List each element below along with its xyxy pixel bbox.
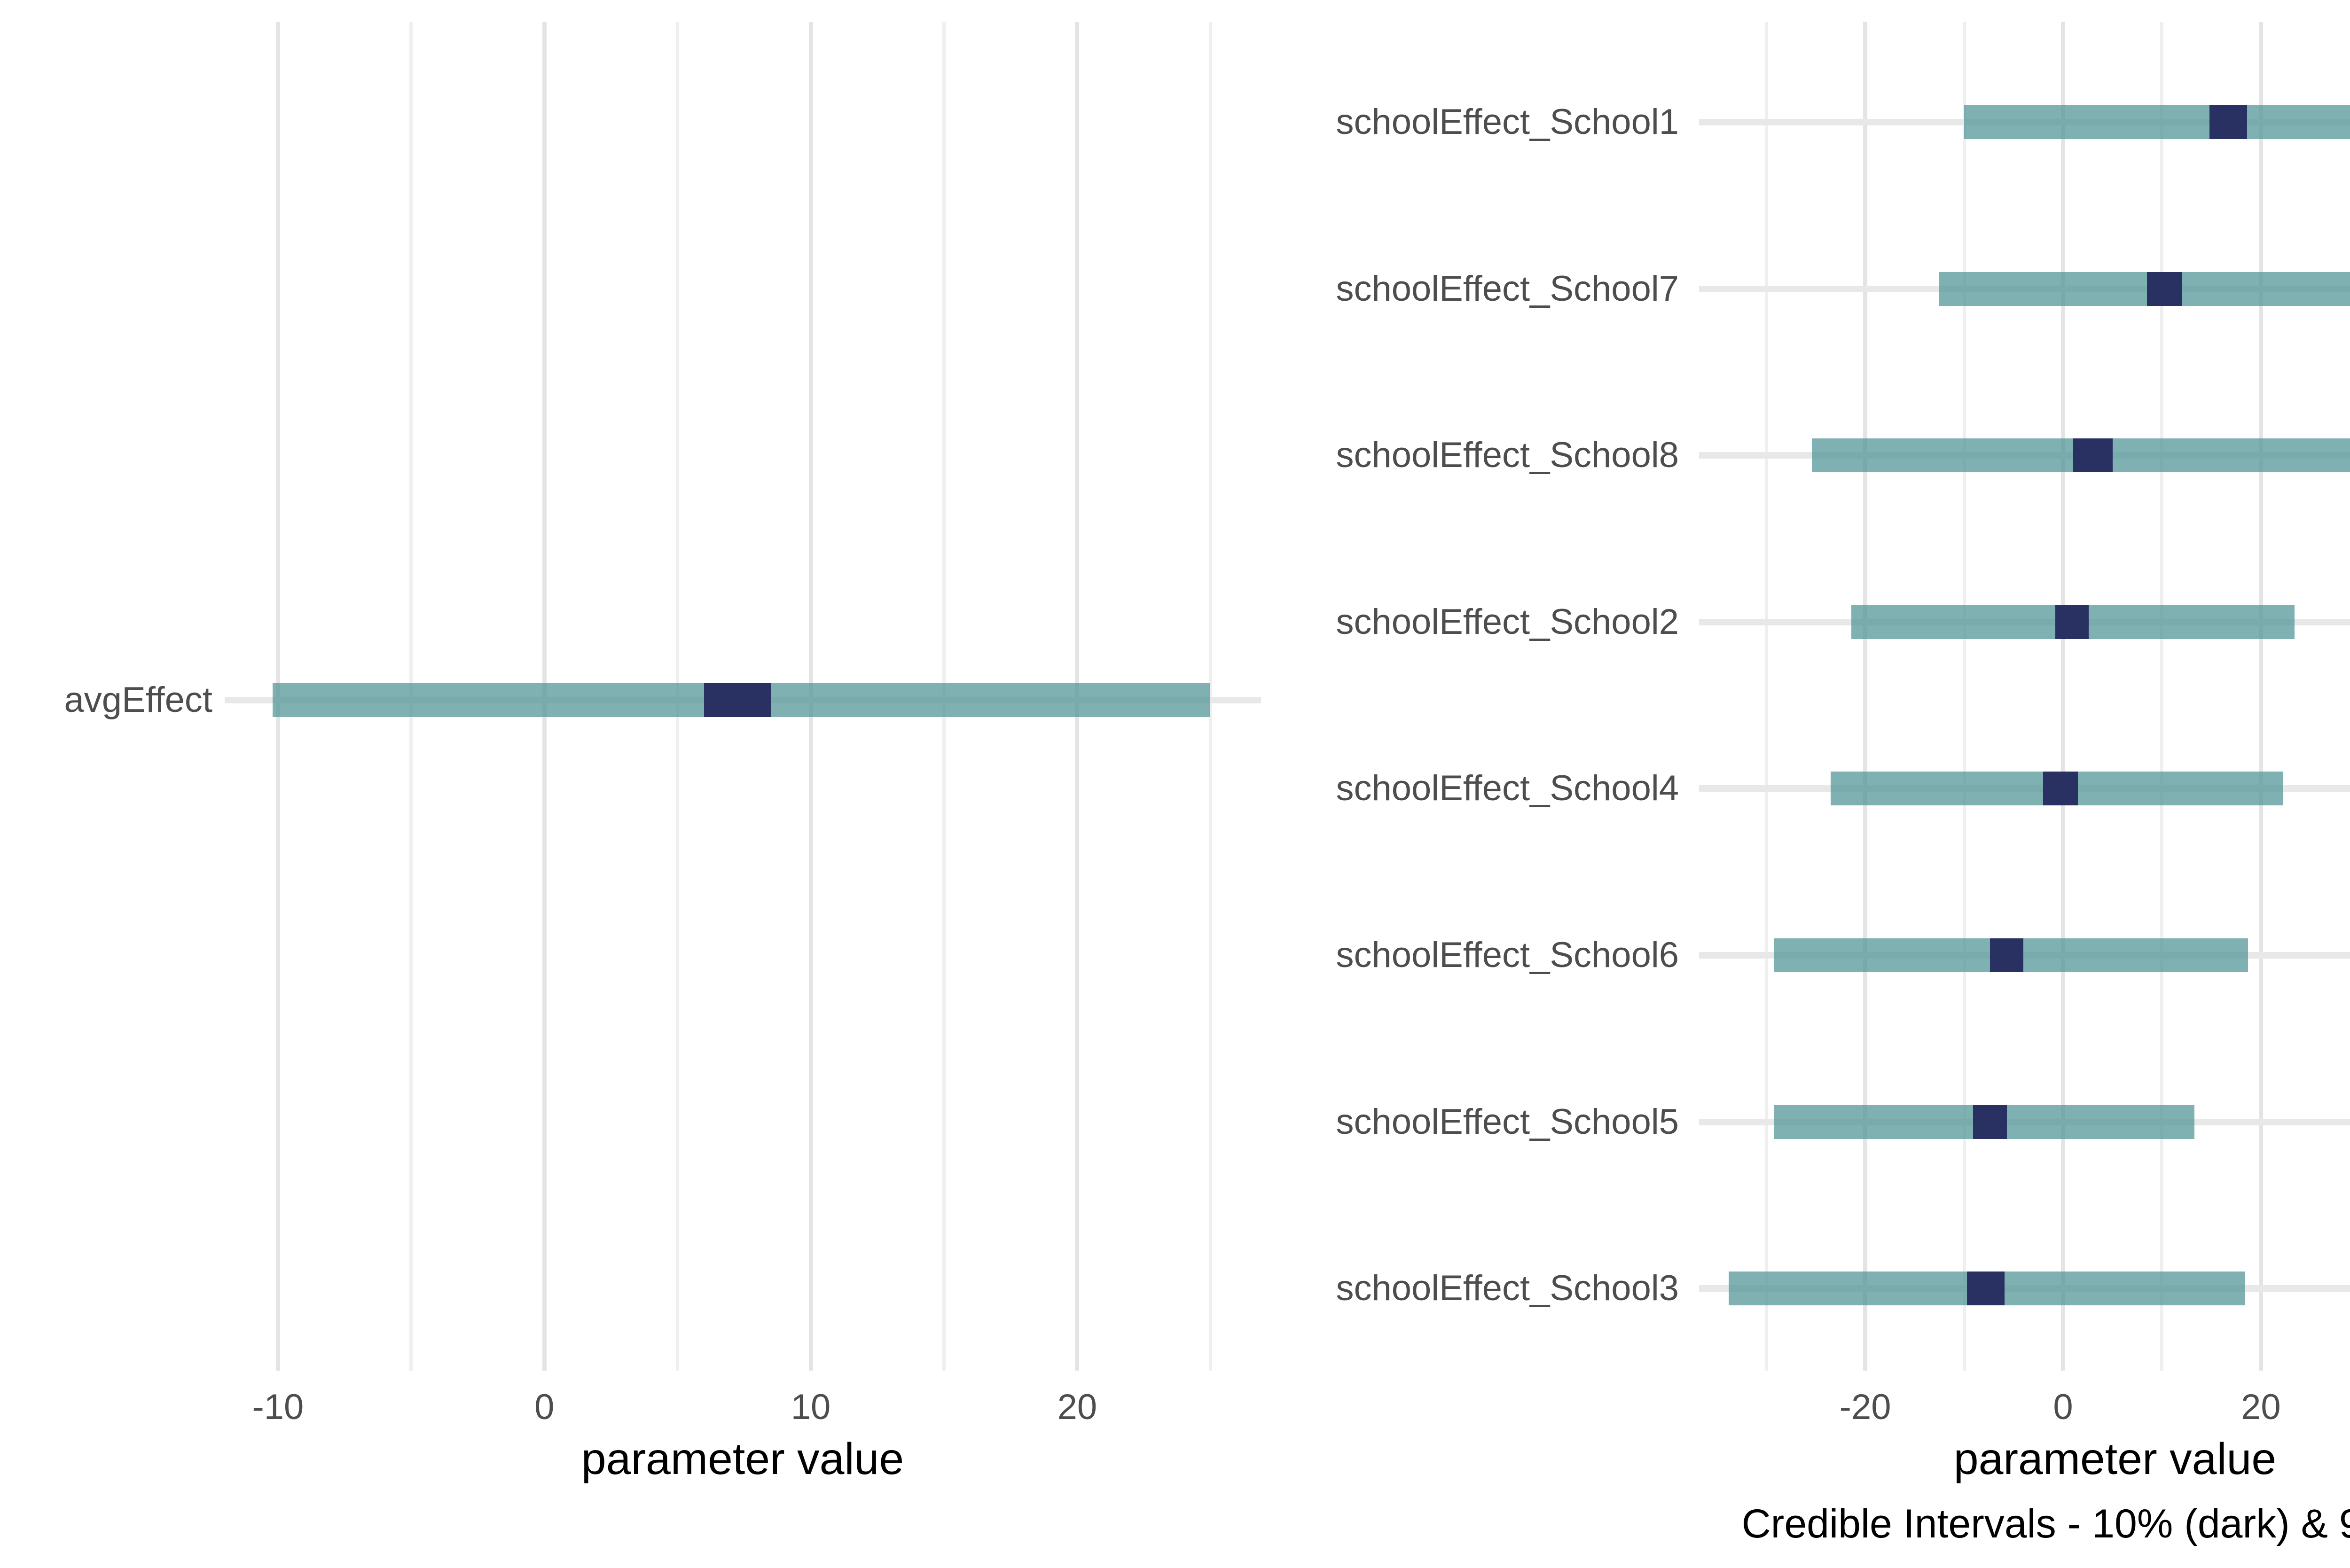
y-axis-label: schoolEffect_School7 [1336, 268, 1679, 309]
x-tick-label: 0 [2053, 1387, 2073, 1427]
y-axis-label: schoolEffect_School5 [1336, 1101, 1679, 1142]
interval-bar-10pct [2055, 605, 2089, 639]
x-axis-title-left: parameter value [581, 1434, 904, 1484]
minor-gridline [1208, 22, 1212, 1371]
caption: Credible Intervals - 10% (dark) & 90% (l… [1741, 1501, 2350, 1546]
interval-bar-10pct [1990, 938, 2024, 972]
x-tick-label: -10 [252, 1387, 304, 1427]
y-axis-label: schoolEffect_School2 [1336, 601, 1679, 642]
x-tick-label: 20 [2241, 1387, 2281, 1427]
y-axis-label: schoolEffect_School8 [1336, 435, 1679, 476]
interval-bar-10pct [2147, 272, 2182, 306]
minor-gridline [2160, 22, 2164, 1371]
minor-gridline [1962, 22, 1966, 1371]
major-gridline [2258, 22, 2263, 1371]
y-axis-label: schoolEffect_School1 [1336, 102, 1679, 142]
y-axis-label: schoolEffect_School4 [1336, 768, 1679, 809]
y-axis-label: avgEffect [64, 680, 212, 720]
interval-bar-10pct [2043, 772, 2078, 806]
interval-bar-10pct [2209, 105, 2247, 139]
x-tick-label: 20 [1057, 1387, 1097, 1427]
interval-bar-90pct [1964, 105, 2350, 139]
minor-gridline [1764, 22, 1768, 1371]
x-tick-label: 10 [791, 1387, 831, 1427]
x-tick-label: -20 [1839, 1387, 1891, 1427]
x-tick-label: 0 [534, 1387, 555, 1427]
major-gridline [2061, 22, 2065, 1371]
interval-bar-10pct [1973, 1105, 2007, 1139]
interval-bar-10pct [1967, 1272, 2005, 1306]
major-gridline [1863, 22, 1868, 1371]
x-axis-title-right: parameter value [1953, 1434, 2277, 1484]
interval-bar-10pct [704, 683, 771, 717]
interval-bar-90pct [1939, 272, 2350, 306]
y-axis-label: schoolEffect_School3 [1336, 1268, 1679, 1309]
interval-bar-10pct [2073, 438, 2113, 473]
y-axis-label: schoolEffect_School6 [1336, 935, 1679, 975]
